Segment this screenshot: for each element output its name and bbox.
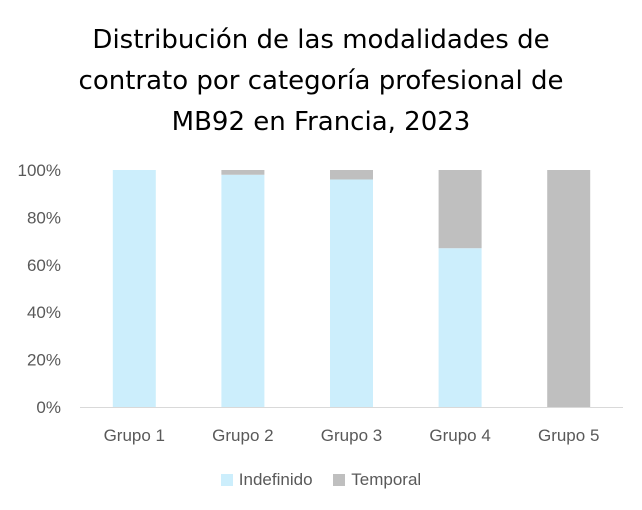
legend-swatch-indefinido bbox=[220, 474, 233, 486]
y-tick-label: 40% bbox=[27, 303, 61, 322]
x-tick-label: Grupo 4 bbox=[429, 426, 490, 445]
bar-indefinido-grupo-2 bbox=[221, 174, 265, 407]
x-tick-label: Grupo 2 bbox=[212, 426, 273, 445]
bar-temporal-grupo-5 bbox=[547, 170, 591, 407]
y-tick-label: 20% bbox=[27, 351, 61, 370]
y-tick-label: 80% bbox=[27, 208, 61, 227]
bar-indefinido-grupo-4 bbox=[438, 248, 482, 407]
legend-label-indefinido: Indefinido bbox=[238, 470, 313, 489]
y-tick-label: 0% bbox=[36, 398, 61, 417]
bar-indefinido-grupo-1 bbox=[112, 170, 156, 407]
y-tick-label: 100% bbox=[18, 161, 61, 180]
bar-temporal-grupo-2 bbox=[221, 170, 265, 175]
chart-title-line-1: Distribución de las modalidades de bbox=[92, 25, 550, 55]
legend-item-indefinido: Indefinido bbox=[220, 470, 313, 490]
chart-title-line-3: MB92 en Francia, 2023 bbox=[171, 107, 471, 137]
bar-indefinido-grupo-3 bbox=[330, 179, 373, 407]
bar-temporal-grupo-3 bbox=[330, 170, 373, 180]
legend-swatch-temporal bbox=[333, 474, 346, 486]
x-tick-label: Grupo 1 bbox=[104, 426, 165, 445]
legend: Indefinido Temporal bbox=[0, 470, 642, 491]
legend-item-temporal: Temporal bbox=[333, 470, 421, 490]
bar-temporal-grupo-4 bbox=[438, 170, 482, 249]
y-tick-label: 60% bbox=[27, 256, 61, 275]
x-tick-label: Grupo 5 bbox=[538, 426, 599, 445]
x-tick-label: Grupo 3 bbox=[321, 426, 382, 445]
chart-title: Distribución de las modalidades de contr… bbox=[0, 20, 642, 143]
chart-title-line-2: contrato por categoría profesional de bbox=[78, 66, 564, 96]
legend-label-temporal: Temporal bbox=[351, 470, 422, 489]
